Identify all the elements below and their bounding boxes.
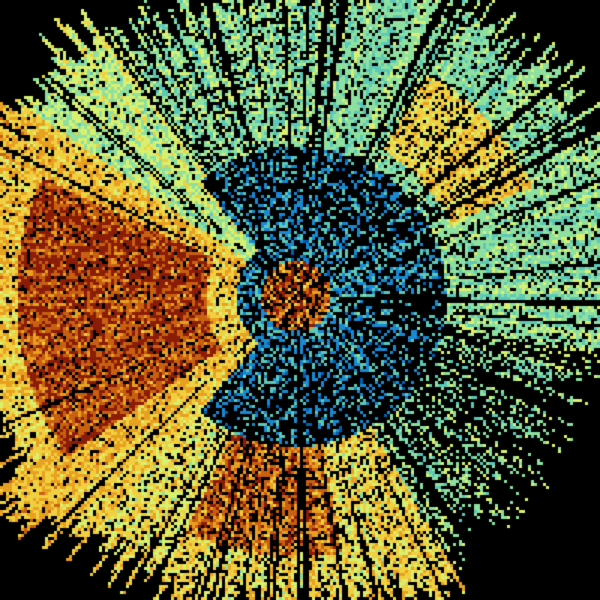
- radar-canvas: [0, 0, 600, 600]
- radar-image: [0, 0, 600, 600]
